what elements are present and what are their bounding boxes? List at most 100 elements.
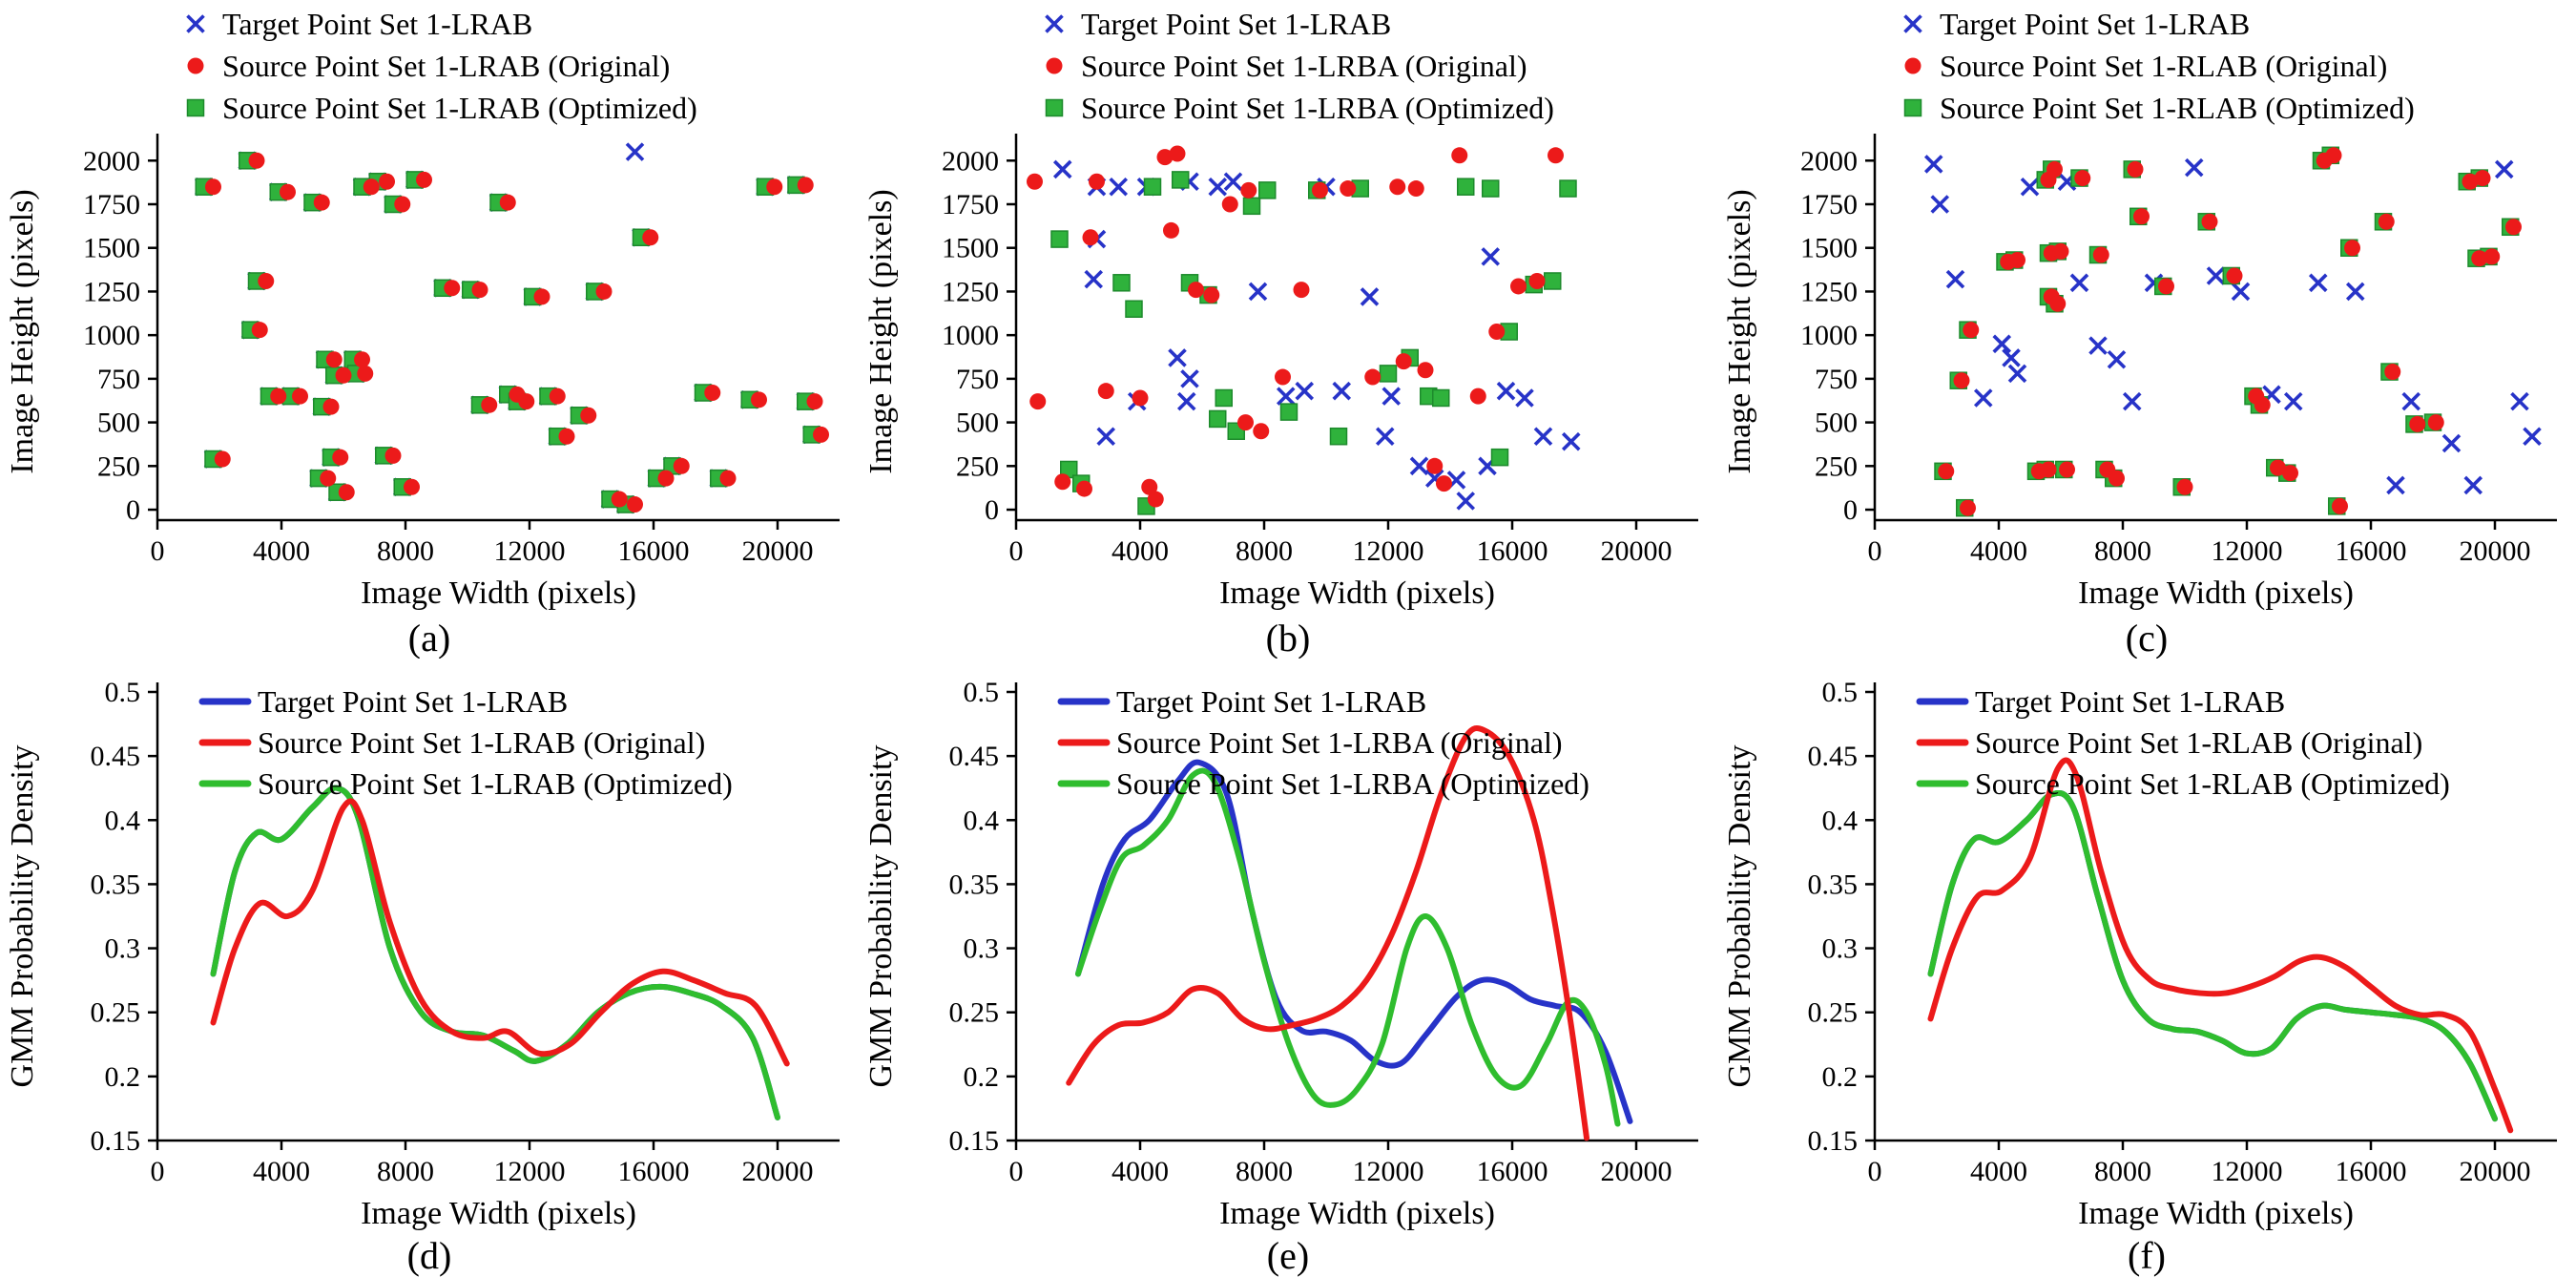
y-tick-label: 500 <box>97 408 140 439</box>
legend-label-original: Source Point Set 1-LRAB (Original) <box>258 725 705 760</box>
square-marker <box>1432 388 1450 408</box>
subplot-a: 0 4000 8000 12000 16000 20000 0 250 500 750 1000 12… <box>0 0 859 659</box>
x-marker <box>2007 364 2027 384</box>
circle-marker <box>1451 147 1468 164</box>
circle-marker <box>2483 248 2501 265</box>
x-marker <box>1930 195 1950 214</box>
y-tick-label: 750 <box>97 364 140 395</box>
square-marker <box>1242 197 1261 216</box>
x-marker <box>1295 381 1315 401</box>
x-marker <box>1248 282 1268 302</box>
x-marker <box>1481 247 1501 266</box>
circle-marker <box>1253 423 1270 440</box>
x-marker <box>1945 269 1965 289</box>
x-tick-label: 20000 <box>742 535 814 567</box>
series-original <box>1066 724 1589 1141</box>
circle-marker <box>270 387 287 405</box>
y-tick-label: 0.5 <box>1822 677 1859 708</box>
series-line-optimized <box>1075 767 1621 1127</box>
x-marker <box>1923 155 1943 174</box>
x-marker <box>1052 159 1072 179</box>
circle-marker <box>1156 149 1174 166</box>
x-marker <box>2463 475 2483 495</box>
x-marker <box>2184 157 2204 178</box>
square-marker <box>1125 300 1143 318</box>
x-tick-label: 20000 <box>1601 1156 1672 1187</box>
plot-area-c: 0 4000 8000 12000 16000 20000 0 250 500 750 1000 12… <box>1722 134 2557 611</box>
x-tick-label: 0 <box>151 1156 165 1187</box>
y-tick-label: 0.25 <box>91 997 141 1029</box>
legend-e: Target Point Set 1-LRAB Source Point Set … <box>1057 684 1589 801</box>
legend-a: Target Point Set 1-LRAB Source Point Set … <box>186 7 697 125</box>
y-tick-label: 0.45 <box>1808 741 1859 772</box>
circle-marker <box>1960 499 1976 516</box>
square-marker <box>1112 274 1131 292</box>
caption-f: (f) <box>2128 1234 2166 1277</box>
circle-marker <box>2046 160 2063 178</box>
circle-marker <box>2384 364 2401 381</box>
series-target <box>1923 155 2542 495</box>
circle-marker <box>1240 181 1257 199</box>
x-axis-label: Image Width (pixels) <box>361 1196 636 1231</box>
circle-marker <box>2158 278 2174 295</box>
x-axis-label: Image Width (pixels) <box>1219 1196 1495 1231</box>
circle-marker <box>2074 170 2091 187</box>
chart-f-canvas: 0 4000 8000 12000 16000 20000 0.15 0.2 0.25 0.3 0.… <box>1722 677 2557 1231</box>
circle-marker <box>1029 393 1047 410</box>
legend-label-optimized: Source Point Set 1-RLAB (Optimized) <box>1975 766 2450 801</box>
x-marker <box>1096 427 1116 446</box>
x-axis-label: Image Width (pixels) <box>1219 576 1495 611</box>
circle-marker <box>657 470 675 487</box>
y-tick-label: 1250 <box>83 276 140 307</box>
square-marker <box>1490 448 1509 467</box>
series-optimized <box>1050 171 1577 515</box>
legend-label-optimized: Source Point Set 1-LRAB (Optimized) <box>258 766 733 801</box>
square-marker <box>1559 179 1577 198</box>
y-axis-label: GMM Probability Density <box>1722 745 1757 1088</box>
x-marker <box>1515 388 1534 408</box>
y-tick-label: 1500 <box>1800 233 1858 264</box>
circle-marker <box>499 194 516 211</box>
circle-marker <box>1407 180 1424 198</box>
circle-marker <box>518 393 535 410</box>
y-axis-label: Image Height (pixels) <box>1722 189 1757 473</box>
square-marker <box>1045 98 1064 117</box>
circle-marker <box>214 450 231 468</box>
chart-d-canvas: 0 4000 8000 12000 16000 20000 0.15 0.2 0.25 0.3 0.… <box>5 677 840 1231</box>
circle-marker <box>357 365 374 382</box>
circle-marker <box>2378 213 2395 230</box>
y-tick-label: 0.4 <box>964 805 1000 836</box>
circle-marker <box>1147 491 1164 508</box>
chart-a-canvas: 0 4000 8000 12000 16000 20000 0 250 500 750 1000 12… <box>5 7 840 611</box>
square-marker <box>1544 272 1562 290</box>
circle-marker <box>2254 396 2271 413</box>
circle-marker <box>187 57 204 74</box>
circle-marker <box>2092 246 2109 263</box>
x-tick-label: 4000 <box>1970 1156 2027 1187</box>
caption-b: (b) <box>1265 617 1311 659</box>
circle-marker <box>1169 145 1186 162</box>
x-tick-label: 16000 <box>2336 535 2407 567</box>
plot-area-b: 0 4000 8000 12000 16000 20000 0 250 500 750 1000 12… <box>863 134 1698 611</box>
circle-marker <box>1046 57 1063 74</box>
circle-marker <box>481 396 498 413</box>
circle-marker <box>595 283 613 300</box>
circle-marker <box>1953 372 1970 389</box>
circle-marker <box>384 447 402 464</box>
y-tick-label: 0.2 <box>1822 1061 1859 1093</box>
x-marker <box>1332 381 1352 401</box>
circle-marker <box>1027 173 1043 190</box>
chart-e-canvas: 0 4000 8000 12000 16000 20000 0.15 0.2 0.25 0.3 0.… <box>863 677 1698 1231</box>
x-tick-label: 0 <box>1009 1156 1024 1187</box>
legend-c: Target Point Set 1-LRAB Source Point Set … <box>1903 7 2415 125</box>
square-marker <box>1258 181 1277 199</box>
y-tick-label: 250 <box>1815 450 1858 482</box>
caption-d: (d) <box>406 1234 452 1277</box>
circle-marker <box>251 322 268 339</box>
circle-marker <box>2176 478 2193 495</box>
series-line-optimized <box>210 785 780 1120</box>
y-tick-label: 1500 <box>83 233 140 264</box>
circle-marker <box>2332 497 2348 514</box>
y-tick-label: 0.15 <box>949 1125 1000 1157</box>
